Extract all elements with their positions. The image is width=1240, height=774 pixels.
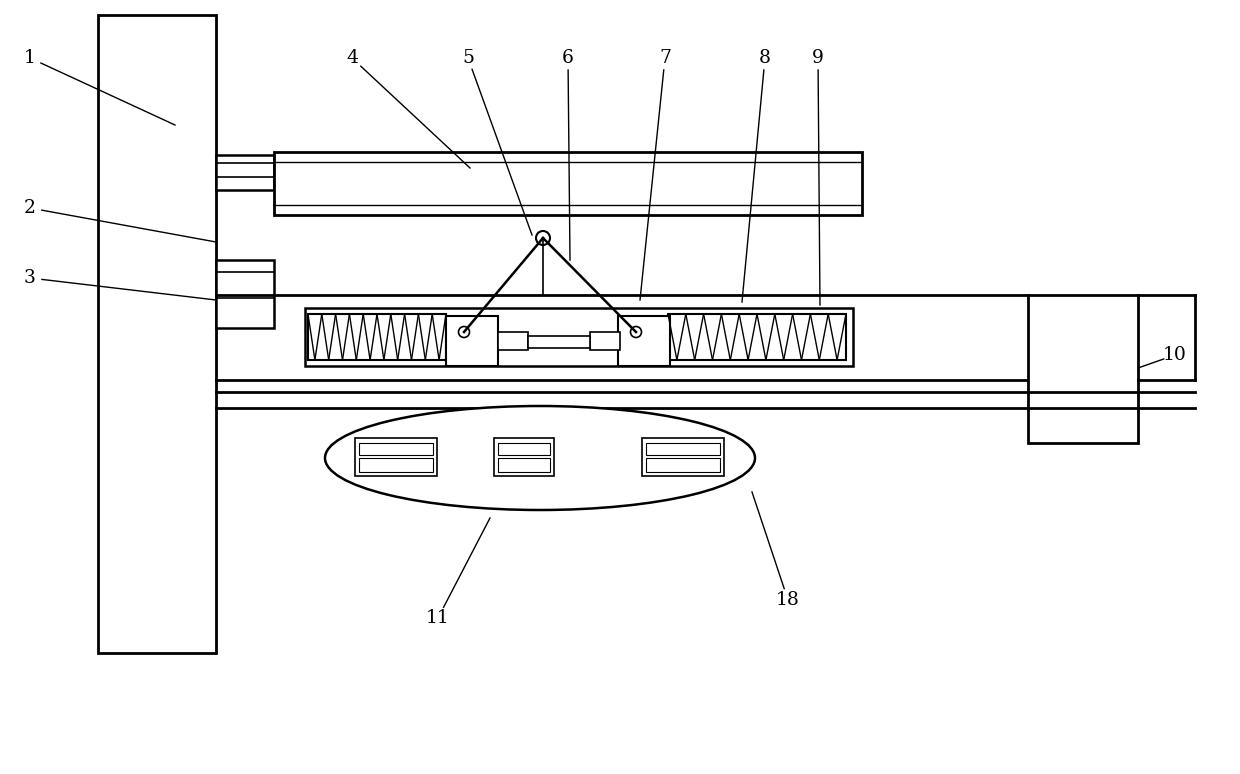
Text: 10: 10	[1163, 346, 1187, 364]
Text: 9: 9	[812, 49, 823, 67]
Text: 8: 8	[759, 49, 771, 67]
Text: 5: 5	[463, 49, 474, 67]
Bar	[528, 336, 590, 348]
Bar	[642, 438, 724, 476]
Bar	[646, 443, 720, 455]
Bar	[216, 260, 274, 328]
Bar	[355, 438, 436, 476]
Text: 18: 18	[776, 591, 800, 609]
Bar	[494, 438, 554, 476]
Text: 4: 4	[346, 49, 358, 67]
Text: 3: 3	[24, 269, 36, 287]
Bar	[498, 332, 528, 350]
Bar	[360, 458, 433, 472]
Bar	[216, 155, 274, 190]
Ellipse shape	[325, 406, 755, 510]
Bar	[305, 308, 853, 366]
Text: 7: 7	[658, 49, 671, 67]
Bar	[498, 458, 551, 472]
Text: 2: 2	[24, 199, 36, 217]
Bar	[618, 316, 670, 366]
Bar	[590, 332, 620, 350]
Bar	[498, 443, 551, 455]
Text: 11: 11	[427, 609, 450, 627]
Text: 1: 1	[24, 49, 36, 67]
Bar	[360, 443, 433, 455]
Bar	[98, 15, 216, 653]
Text: 6: 6	[562, 49, 574, 67]
Bar	[646, 458, 720, 472]
Bar	[446, 316, 498, 366]
Bar	[1028, 295, 1138, 443]
Bar	[308, 314, 446, 360]
Bar	[668, 314, 846, 360]
Bar	[274, 152, 862, 215]
